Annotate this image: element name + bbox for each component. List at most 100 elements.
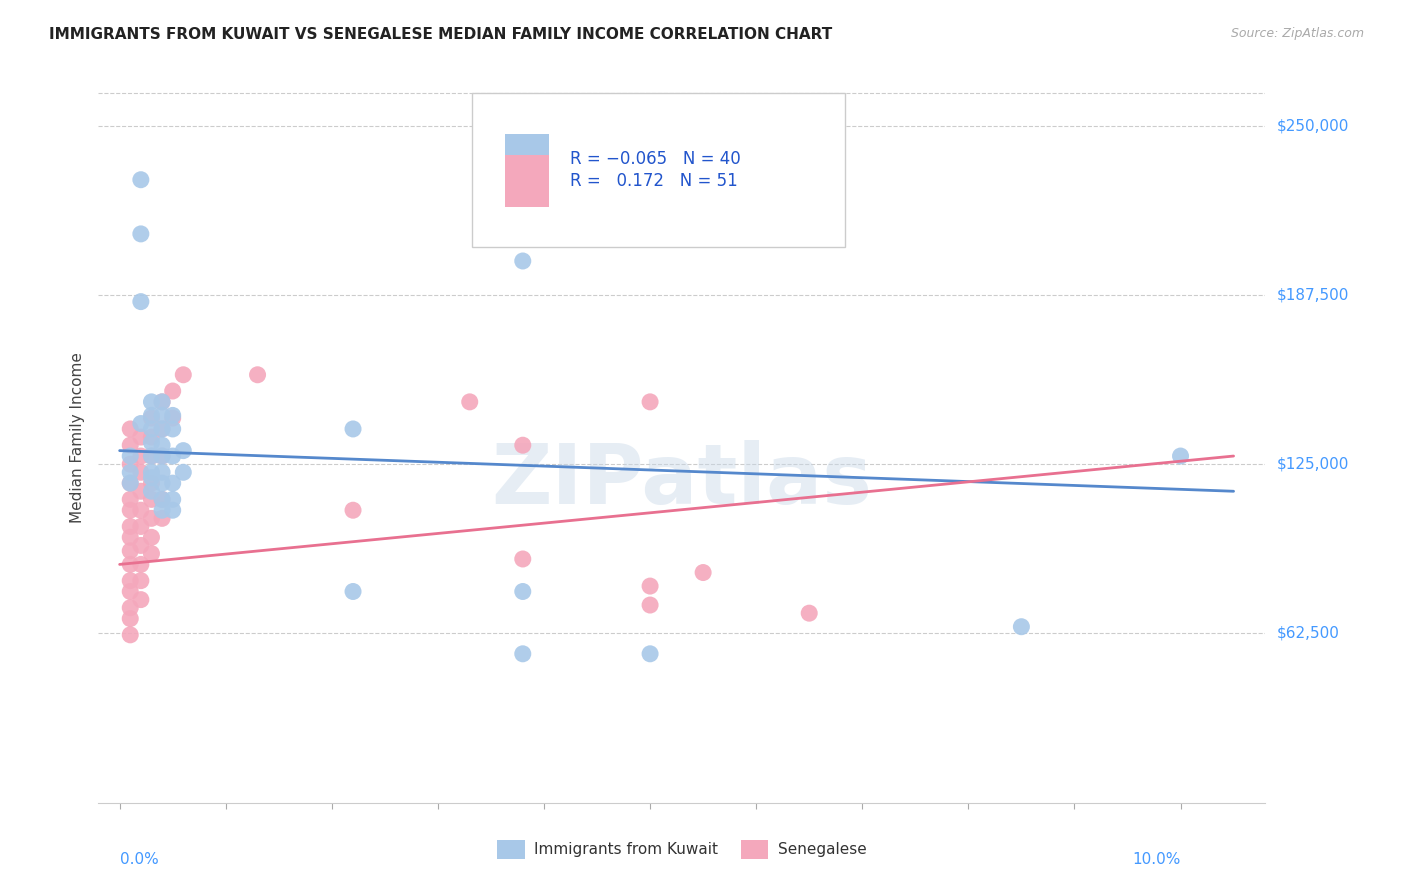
Point	[150, 409, 173, 423]
Point	[120, 519, 142, 533]
Point	[141, 530, 163, 544]
Point	[342, 503, 364, 517]
Point	[512, 438, 534, 452]
Point	[129, 592, 152, 607]
Point	[129, 172, 152, 186]
Point	[342, 584, 364, 599]
Text: 10.0%: 10.0%	[1132, 852, 1181, 866]
Point	[120, 492, 142, 507]
Point	[120, 422, 142, 436]
Point	[150, 503, 173, 517]
Point	[150, 422, 173, 436]
Point	[638, 579, 661, 593]
Point	[120, 544, 142, 558]
Point	[512, 647, 534, 661]
Point	[638, 647, 661, 661]
FancyBboxPatch shape	[505, 134, 548, 185]
Text: $187,500: $187,500	[1277, 287, 1348, 302]
Text: $125,000: $125,000	[1277, 457, 1348, 472]
Point	[129, 558, 152, 572]
Point	[120, 457, 142, 471]
Point	[150, 395, 173, 409]
Point	[129, 503, 152, 517]
Point	[141, 435, 163, 450]
Point	[692, 566, 714, 580]
Text: Source: ZipAtlas.com: Source: ZipAtlas.com	[1230, 27, 1364, 40]
Point	[799, 606, 821, 620]
Point	[150, 476, 173, 491]
Point	[150, 438, 173, 452]
Point	[141, 449, 163, 463]
Point	[120, 476, 142, 491]
Point	[141, 449, 163, 463]
Point	[120, 584, 142, 599]
Point	[342, 422, 364, 436]
Point	[120, 574, 142, 588]
Point	[129, 484, 152, 499]
Point	[120, 530, 142, 544]
Text: R = −0.065   N = 40: R = −0.065 N = 40	[569, 150, 741, 168]
Point	[141, 409, 163, 423]
Point	[129, 574, 152, 588]
Point	[172, 465, 194, 479]
Point	[141, 411, 163, 425]
Point	[638, 598, 661, 612]
Point	[162, 492, 184, 507]
Point	[162, 476, 184, 491]
Point	[141, 395, 163, 409]
Point	[512, 584, 534, 599]
Point	[120, 503, 142, 517]
Point	[172, 368, 194, 382]
Point	[129, 227, 152, 241]
Point	[129, 465, 152, 479]
Point	[162, 411, 184, 425]
Legend: Immigrants from Kuwait, Senegalese: Immigrants from Kuwait, Senegalese	[491, 834, 873, 864]
Text: $62,500: $62,500	[1277, 626, 1340, 641]
FancyBboxPatch shape	[505, 155, 548, 207]
Point	[162, 384, 184, 398]
Point	[162, 503, 184, 517]
Y-axis label: Median Family Income: Median Family Income	[69, 351, 84, 523]
Point	[120, 558, 142, 572]
Point	[141, 465, 163, 479]
Point	[120, 476, 142, 491]
Point	[129, 417, 152, 431]
Point	[129, 449, 152, 463]
Text: IMMIGRANTS FROM KUWAIT VS SENEGALESE MEDIAN FAMILY INCOME CORRELATION CHART: IMMIGRANTS FROM KUWAIT VS SENEGALESE MED…	[49, 27, 832, 42]
Point	[246, 368, 269, 382]
Point	[141, 476, 163, 491]
Point	[150, 449, 173, 463]
FancyBboxPatch shape	[472, 94, 845, 247]
Point	[150, 449, 173, 463]
Point	[129, 294, 152, 309]
Point	[129, 538, 152, 552]
Text: ZIPatlas: ZIPatlas	[492, 441, 872, 522]
Point	[120, 611, 142, 625]
Point	[458, 395, 481, 409]
Point	[141, 511, 163, 525]
Point	[141, 492, 163, 507]
Point	[129, 519, 152, 533]
Point	[129, 430, 152, 444]
Point	[1170, 449, 1192, 463]
Point	[1010, 620, 1032, 634]
Point	[120, 465, 142, 479]
Point	[162, 449, 184, 463]
Point	[162, 422, 184, 436]
Point	[141, 430, 163, 444]
Point	[120, 449, 142, 463]
Point	[141, 471, 163, 485]
Point	[512, 254, 534, 268]
Point	[120, 438, 142, 452]
Point	[150, 492, 173, 507]
Point	[141, 484, 163, 499]
Point	[150, 511, 173, 525]
Point	[150, 492, 173, 507]
Point	[150, 465, 173, 479]
Point	[120, 628, 142, 642]
Point	[512, 552, 534, 566]
Point	[172, 443, 194, 458]
Text: 0.0%: 0.0%	[120, 852, 159, 866]
Point	[162, 409, 184, 423]
Point	[120, 600, 142, 615]
